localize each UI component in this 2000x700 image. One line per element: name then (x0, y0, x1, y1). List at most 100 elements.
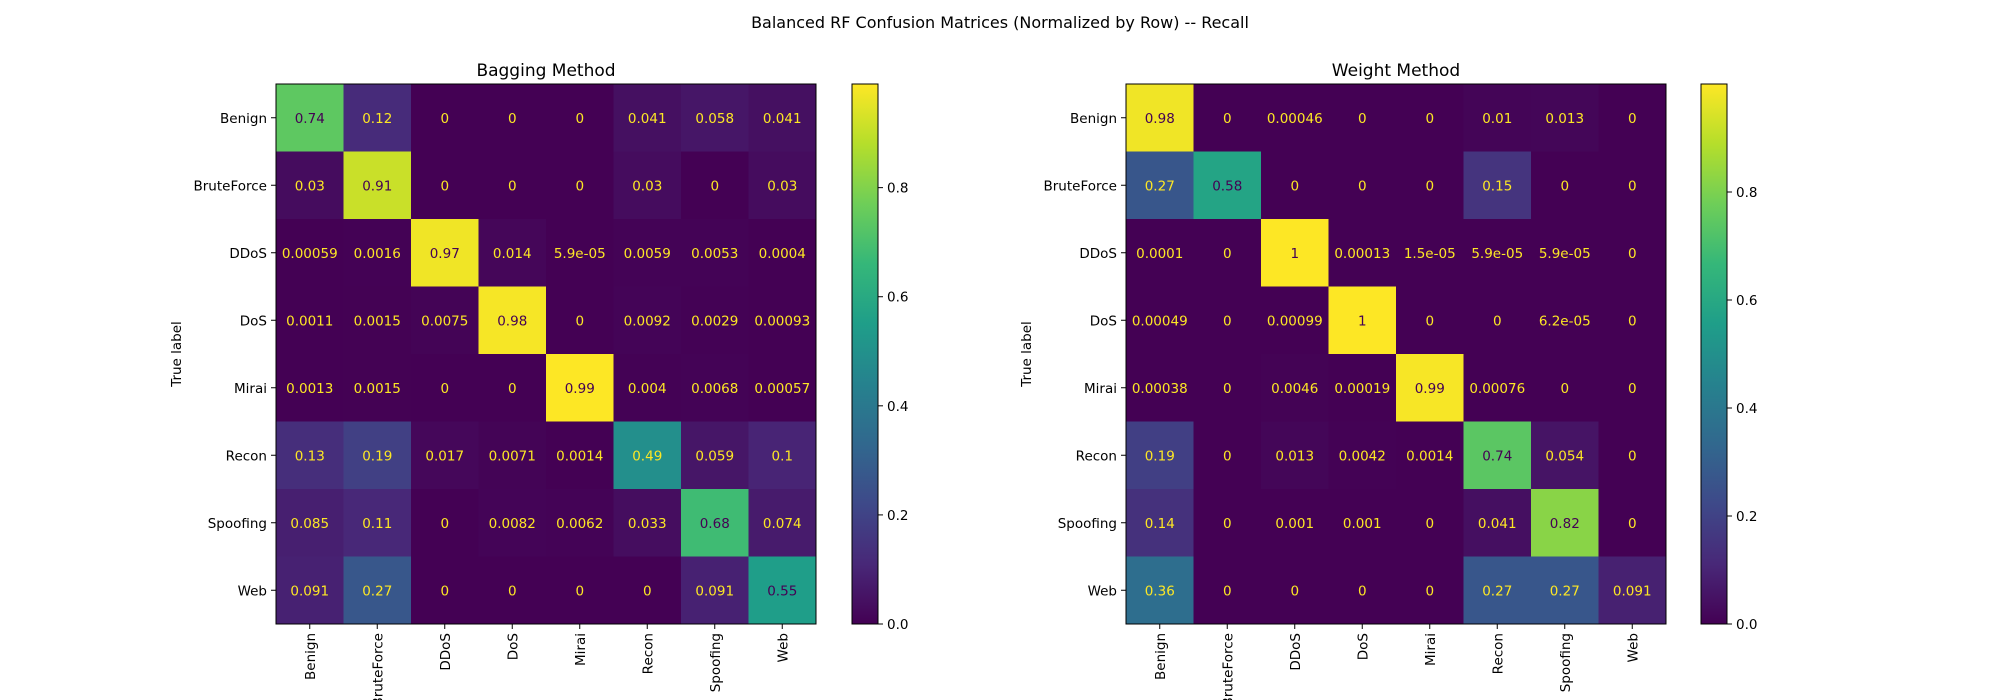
colorbar-tick-label: 0.0 (887, 617, 908, 633)
cell-recon-recon (613, 421, 682, 490)
cell-value-label: 0 (1628, 516, 1637, 532)
cell-recon-ddos (1261, 421, 1329, 490)
cell-value-label: 0.82 (1550, 516, 1580, 532)
cell-value-label: 0.0001 (1136, 246, 1183, 262)
cell-value-label: 0.00099 (1267, 313, 1323, 329)
cell-value-label: 0.0029 (691, 313, 738, 329)
cell-dos-recon (613, 286, 682, 355)
cell-bruteforce-dos (1328, 151, 1397, 220)
cell-mirai-recon (1463, 354, 1532, 422)
cell-spoofing-benign (276, 489, 344, 557)
cell-benign-web (1598, 84, 1667, 152)
cell-benign-benign (1126, 84, 1194, 152)
cell-value-label: 0.14 (1145, 516, 1175, 532)
cell-spoofing-recon (613, 489, 682, 557)
y-tick-label: Recon (1076, 448, 1117, 464)
cell-value-label: 6.2e-05 (1539, 313, 1591, 329)
cell-value-label: 0.01 (1482, 111, 1512, 127)
cell-mirai-recon (613, 354, 682, 422)
cell-value-label: 0 (440, 583, 449, 599)
cell-value-label: 0.97 (430, 246, 460, 262)
cell-value-label: 0.00049 (1132, 313, 1188, 329)
cell-value-label: 0 (710, 178, 719, 194)
cell-value-label: 0.27 (1482, 583, 1512, 599)
cell-benign-mirai (1396, 84, 1464, 152)
cell-value-label: 0.091 (1613, 583, 1652, 599)
cell-value-label: 0.99 (565, 381, 595, 397)
cell-value-label: 0 (508, 381, 517, 397)
cell-ddos-mirai (1396, 219, 1464, 287)
cell-value-label: 0.00093 (754, 313, 810, 329)
cell-value-label: 0.0015 (354, 313, 401, 329)
cell-recon-spoofing (1531, 421, 1599, 490)
cell-recon-benign (1126, 421, 1194, 490)
y-tick-label: BruteForce (194, 178, 268, 194)
cell-bruteforce-ddos (411, 151, 479, 220)
cell-dos-benign (1126, 286, 1194, 355)
y-tick-label: Spoofing (208, 516, 267, 532)
cell-value-label: 0.041 (1478, 516, 1517, 532)
y-axis-label: True label (169, 321, 185, 388)
cell-value-label: 0.0013 (286, 381, 333, 397)
cell-web-recon (613, 556, 682, 625)
cell-value-label: 0 (1290, 583, 1299, 599)
cell-value-label: 0 (1560, 381, 1569, 397)
colorbar-gradient (1701, 84, 1727, 624)
cell-value-label: 0 (1425, 583, 1434, 599)
colorbar: 0.0 0.2 0.4 0.6 0.8 (1700, 83, 1757, 633)
cell-value-label: 0 (1223, 448, 1232, 464)
cell-dos-dos (1328, 286, 1397, 355)
cell-dos-recon (1463, 286, 1532, 355)
cell-spoofing-benign (1126, 489, 1194, 557)
cell-value-label: 0 (1628, 178, 1637, 194)
cell-benign-bruteforce (343, 84, 412, 152)
cell-value-label: 0.0016 (354, 246, 401, 262)
cell-web-bruteforce (1193, 556, 1262, 625)
y-tick-label: Spoofing (1058, 516, 1117, 532)
cell-benign-benign (276, 84, 344, 152)
cell-value-label: 0 (1358, 583, 1367, 599)
cell-web-web (748, 556, 817, 625)
cell-value-label: 0.13 (295, 448, 325, 464)
x-tick-label: Recon (640, 633, 656, 674)
colorbar-tick-label: 0.4 (887, 399, 908, 415)
cell-value-label: 0 (1493, 313, 1502, 329)
cell-value-label: 0.03 (632, 178, 662, 194)
cell-mirai-spoofing (1531, 354, 1599, 422)
cell-web-benign (1126, 556, 1194, 625)
cell-bruteforce-web (748, 151, 817, 220)
cell-value-label: 0.091 (290, 583, 329, 599)
x-tick-label: Web (1625, 633, 1641, 662)
cell-value-label: 0 (575, 111, 584, 127)
cell-value-label: 0 (508, 111, 517, 127)
cell-value-label: 5.9e-05 (1471, 246, 1523, 262)
chart-title: Weight Method (1332, 61, 1460, 81)
cell-mirai-ddos (411, 354, 479, 422)
cell-value-label: 0 (1223, 381, 1232, 397)
cell-web-bruteforce (343, 556, 412, 625)
y-tick-label: Web (1088, 583, 1117, 599)
cell-ddos-ddos (1261, 219, 1329, 287)
colorbar-tick-label: 0.2 (1736, 509, 1757, 525)
cell-value-label: 0.017 (425, 448, 464, 464)
cell-value-label: 0.00046 (1267, 111, 1323, 127)
colorbar-tick-label: 0.8 (887, 181, 908, 197)
cell-value-label: 0.0082 (489, 516, 536, 532)
cell-bruteforce-web (1598, 151, 1667, 220)
colorbar-tick-label: 0.6 (887, 290, 908, 306)
cell-ddos-spoofing (681, 219, 749, 287)
cell-recon-bruteforce (1193, 421, 1262, 490)
cell-value-label: 0 (440, 178, 449, 194)
x-tick-label: Benign (303, 633, 319, 680)
cell-bruteforce-bruteforce (343, 151, 412, 220)
cell-web-dos (478, 556, 547, 625)
cell-value-label: 0 (1425, 313, 1434, 329)
cell-mirai-benign (276, 354, 344, 422)
cell-value-label: 0.36 (1145, 583, 1175, 599)
cell-value-label: 0.12 (362, 111, 392, 127)
x-tick-label: Recon (1490, 633, 1506, 674)
cell-mirai-spoofing (681, 354, 749, 422)
x-tick-label: DoS (1355, 633, 1371, 660)
cell-dos-web (1598, 286, 1667, 355)
